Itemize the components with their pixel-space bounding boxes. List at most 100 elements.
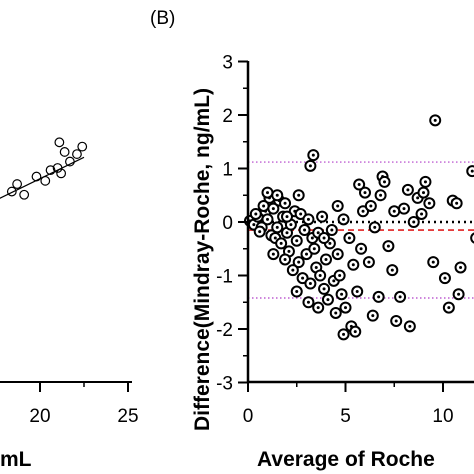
panel-a-data-point bbox=[19, 189, 30, 200]
panel-a-data-point bbox=[77, 141, 88, 152]
panel-b-point-dot bbox=[275, 193, 279, 197]
panel-b-point-dot bbox=[402, 207, 406, 211]
panel-a-data-point bbox=[6, 186, 17, 197]
panel-b-data-point bbox=[423, 197, 436, 210]
panel-b-point-dot bbox=[275, 225, 279, 229]
panel-b-point-dot bbox=[279, 241, 283, 245]
panel-b-data-point bbox=[454, 261, 467, 274]
panel-a-data-point bbox=[31, 171, 42, 182]
panel-b-plot: (B) -3 -2 -1 0 1 2 3 0 5 10 Difference(Mindray-R… bbox=[150, 8, 474, 471]
panel-b-point-dot bbox=[318, 274, 322, 277]
panel-b-point-dot bbox=[316, 306, 320, 310]
panel-a-x-tick-label: 20 bbox=[29, 406, 50, 427]
panel-a-data-point bbox=[40, 175, 51, 186]
panel-b-data-point bbox=[281, 210, 293, 223]
panel-b-point-dot bbox=[433, 118, 437, 122]
panel-b-data-point bbox=[320, 253, 332, 266]
panel-b-point-dot bbox=[359, 247, 363, 251]
panel-b-data-point bbox=[286, 264, 299, 277]
panel-b-point-dot bbox=[297, 260, 301, 264]
panel-b-data-point bbox=[312, 301, 325, 314]
panel-b-data-point bbox=[351, 285, 364, 298]
panel-b-data-point bbox=[298, 224, 311, 237]
panel-b-data-point bbox=[253, 225, 266, 238]
panel-b-data-point bbox=[290, 234, 303, 247]
panel-b-point-dot bbox=[457, 292, 461, 296]
panel-a-data-point bbox=[59, 147, 70, 157]
panel-b-point-dot bbox=[310, 236, 314, 240]
panel-b-point-dot bbox=[330, 228, 334, 232]
panel-b-data-point bbox=[362, 256, 375, 269]
panel-b-point-dot bbox=[347, 236, 351, 240]
panel-b-point-dot bbox=[390, 268, 394, 272]
panel-b-point-dot bbox=[443, 276, 447, 280]
panel-b-point-dot bbox=[291, 268, 295, 272]
panel-b-data-point bbox=[429, 114, 442, 127]
panel-b-data-point bbox=[335, 288, 348, 301]
panel-b-point-dot bbox=[353, 330, 357, 334]
panel-b-data-point bbox=[390, 314, 403, 327]
panel-b-point-dot bbox=[369, 204, 373, 208]
panel-b-point-dot bbox=[306, 300, 310, 304]
panel-a-x-tick-label: 25 bbox=[117, 406, 138, 427]
panel-b-data-point bbox=[304, 159, 317, 172]
panel-b-point-dot bbox=[338, 274, 342, 277]
panel-b-data-point bbox=[302, 296, 315, 309]
panel-b-point-dot bbox=[455, 201, 459, 205]
panel-b-data-point bbox=[374, 189, 387, 202]
panel-b-x-ticks: 0 5 10 bbox=[243, 382, 454, 427]
panel-b-point-dot bbox=[312, 247, 316, 251]
panel-b-point-dot bbox=[398, 295, 402, 299]
panel-b-point-dot bbox=[305, 252, 308, 256]
panel-b-data-point bbox=[382, 240, 395, 253]
panel-b-data-point bbox=[353, 178, 366, 191]
panel-b-data-point bbox=[355, 242, 368, 255]
panel-b-point-dot bbox=[316, 231, 320, 235]
panel-b-data-point bbox=[267, 202, 280, 215]
panel-b-data-point bbox=[261, 213, 274, 226]
panel-b-point-dot bbox=[363, 191, 367, 195]
panel-b-point-dot bbox=[287, 249, 291, 253]
panel-b-y-axis-title: Difference(Mindray-Roche, ng/mL) bbox=[191, 88, 214, 431]
panel-b-point-dot bbox=[332, 279, 336, 283]
panel-b-x-tick-label: 0 bbox=[243, 406, 254, 427]
panel-b-data-point bbox=[249, 207, 262, 220]
panel-b-x-axis-title: Average of Roche bbox=[257, 448, 435, 471]
panel-b-point-dot bbox=[373, 225, 377, 229]
panel-b-data-point bbox=[388, 205, 401, 218]
panel-a-regression-line bbox=[0, 156, 85, 199]
panel-b-point-dot bbox=[420, 212, 424, 216]
panel-b-y-tick-label: 3 bbox=[222, 53, 233, 74]
panel-b-point-ring bbox=[466, 165, 474, 178]
panel-b-data-point bbox=[279, 253, 292, 266]
panel-b-data-point bbox=[359, 186, 371, 199]
panel-b-data-point bbox=[308, 242, 321, 255]
panel-a-x-axis-title: mL bbox=[0, 448, 32, 471]
panel-b-data-point bbox=[331, 248, 344, 261]
panel-b-point-dot bbox=[271, 207, 275, 211]
panel-a-x-ticks: 20 25 bbox=[29, 382, 139, 427]
panel-b-data-point bbox=[347, 258, 360, 271]
panel-b-data-point bbox=[419, 175, 432, 188]
panel-b-data-point bbox=[271, 189, 284, 202]
panel-b-data-point bbox=[398, 202, 410, 215]
panel-b-point-dot bbox=[408, 324, 412, 328]
panel-b-y-ticks: -3 -2 -1 0 1 2 3 bbox=[216, 53, 248, 395]
panel-b-point-dot bbox=[351, 263, 355, 267]
panel-b-point-dot bbox=[285, 231, 289, 235]
panel-b-point-dot bbox=[344, 306, 347, 310]
panel-b-data-point bbox=[403, 320, 416, 333]
panel-b-data-point bbox=[292, 189, 305, 202]
panel-b-point-dot bbox=[308, 282, 312, 286]
panel-b-point-dot bbox=[311, 153, 315, 157]
panel-b-data-point bbox=[337, 328, 350, 341]
panel-b-point-dot bbox=[322, 287, 326, 291]
panel-b-data-point bbox=[407, 216, 420, 228]
panel-b-point-dot bbox=[447, 306, 451, 310]
panel-b-data-point bbox=[318, 282, 331, 295]
panel-b-point-dot bbox=[262, 204, 266, 208]
panel-b-point-dot bbox=[470, 169, 474, 173]
panel-b-point-dot bbox=[326, 298, 330, 302]
panel-b-point-dot bbox=[299, 212, 303, 216]
